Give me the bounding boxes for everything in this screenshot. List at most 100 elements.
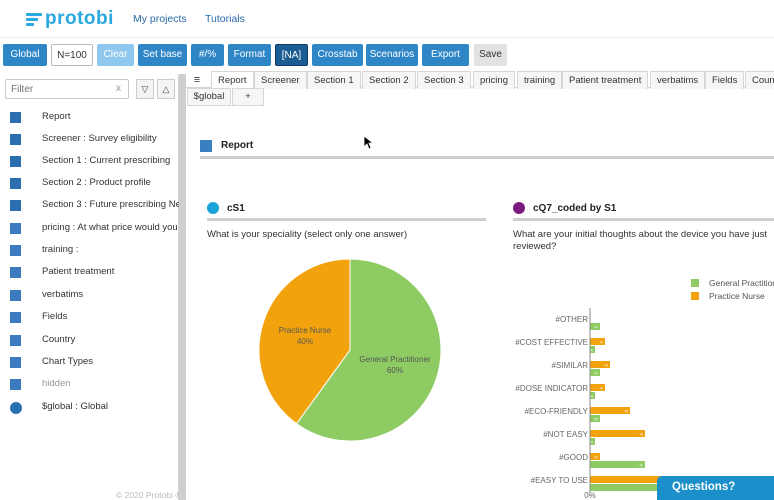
bar-general-practitioner[interactable] — [590, 415, 600, 422]
panel-1-title: cS1 — [227, 203, 245, 214]
clear-button[interactable]: Clear — [97, 44, 134, 66]
tab-bar: ≡ Report Screener Section 1 Section 2 Se… — [186, 70, 774, 89]
tab-section-2[interactable]: Section 2 — [362, 71, 416, 89]
tab-fields[interactable]: Fields — [705, 71, 745, 89]
logo-bars-icon — [26, 12, 42, 26]
scenarios-button[interactable]: Scenarios — [366, 44, 418, 66]
bar-value-label: % — [604, 363, 608, 368]
report-square-icon — [200, 140, 212, 152]
sidebar-item-label: Section 2 : Product profile — [42, 177, 151, 188]
bar-general-practitioner[interactable] — [590, 392, 595, 399]
section-square-icon — [10, 290, 21, 301]
sidebar-item-label: pricing : At what price would you — [42, 222, 178, 233]
panel-1-dot-icon — [207, 202, 219, 214]
na-button[interactable]: [NA] — [275, 44, 308, 66]
filter-input[interactable] — [6, 80, 106, 98]
export-button[interactable]: Export — [422, 44, 469, 66]
x-tick-label: 0% — [584, 491, 596, 500]
tab-patient-treatment[interactable]: Patient treatment — [562, 71, 649, 89]
sidebar-item-verbatims[interactable]: verbatims — [0, 287, 179, 305]
format-button[interactable]: Format — [228, 44, 271, 66]
bar-value-label: % — [589, 348, 593, 353]
section-square-icon — [10, 357, 21, 368]
sidebar-item-section-2[interactable]: Section 2 : Product profile — [0, 175, 179, 193]
bar-value-label: % — [594, 325, 598, 330]
pie-label: Practice Nurse — [279, 326, 332, 335]
section-square-icon — [10, 312, 21, 323]
sidebar-splitter[interactable] — [179, 74, 186, 500]
bar-practice-nurse[interactable] — [590, 407, 630, 414]
sidebar-item-screener[interactable]: Screener : Survey eligibility — [0, 131, 179, 149]
sidebar-item-patient-treatment[interactable]: Patient treatment — [0, 264, 179, 282]
sidebar-item-label: $global : Global — [42, 401, 109, 412]
tab-screener[interactable]: Screener — [254, 71, 307, 89]
bar-general-practitioner[interactable] — [590, 346, 595, 353]
top-navbar: protobi My projects Tutorials — [0, 0, 774, 38]
tab-training[interactable]: training — [517, 71, 563, 89]
bar-practice-nurse[interactable] — [590, 384, 605, 391]
bar-general-practitioner[interactable] — [590, 461, 645, 468]
tab-global[interactable]: $global — [187, 88, 231, 106]
sort-up-button[interactable]: △ — [157, 79, 175, 99]
tab-section-1[interactable]: Section 1 — [307, 71, 361, 89]
legend-swatch-general-practitioner — [691, 279, 699, 287]
crosstab-button[interactable]: Crosstab — [312, 44, 363, 66]
bar-general-practitioner[interactable] — [590, 369, 600, 376]
report-divider — [200, 156, 774, 159]
bar-general-practitioner[interactable] — [590, 484, 680, 491]
bar-practice-nurse[interactable] — [590, 361, 610, 368]
sidebar-item-fields[interactable]: Fields — [0, 309, 179, 327]
bar-value-label: % — [639, 432, 643, 437]
sidebar-item-section-3[interactable]: Section 3 : Future prescribing Ne — [0, 197, 179, 215]
sidebar-item-label: training : — [42, 244, 79, 255]
sidebar-item-chart-types[interactable]: Chart Types — [0, 354, 179, 372]
sidebar-item-label: Section 1 : Current prescribing — [42, 155, 171, 166]
sidebar-item-training[interactable]: training : — [0, 242, 179, 260]
tab-report[interactable]: Report — [211, 71, 254, 89]
mouse-cursor-icon — [364, 136, 374, 150]
section-square-icon — [10, 112, 21, 123]
tab-verbatims[interactable]: verbatims — [650, 71, 706, 89]
global-button[interactable]: Global — [3, 44, 47, 66]
bar-general-practitioner[interactable] — [590, 438, 595, 445]
global-circle-icon — [10, 402, 22, 414]
panel-1-divider — [207, 218, 486, 221]
pie-slice-general-practitioner[interactable] — [295, 258, 442, 442]
sidebar-item-pricing[interactable]: pricing : At what price would you — [0, 220, 179, 238]
sidebar-item-report[interactable]: Report — [0, 109, 179, 127]
category-label: #ECO-FRIENDLY — [525, 407, 589, 416]
filter-clear-icon[interactable]: x — [116, 83, 121, 94]
sidebar-item-country[interactable]: Country — [0, 332, 179, 350]
save-button[interactable]: Save — [474, 44, 507, 66]
section-square-icon — [10, 245, 21, 256]
toolbar: Global N=100 Clear Set base #/% Format [… — [0, 42, 774, 68]
nav-link-tutorials[interactable]: Tutorials — [205, 13, 245, 25]
filter-field[interactable]: x — [5, 79, 129, 99]
bar-chart: #OTHER%#COST EFFECTIVE %%#SIMILAR %%#DOSE … — [515, 308, 690, 500]
pie-chart: General Practitioner 60% Practice Nurse 40% — [258, 258, 442, 442]
bar-practice-nurse[interactable] — [590, 476, 690, 483]
bar-practice-nurse[interactable] — [590, 430, 645, 437]
nav-link-my-projects[interactable]: My projects — [133, 13, 187, 25]
sidebar-item-global[interactable]: $global : Global — [0, 399, 179, 417]
sidebar-item-label: Screener : Survey eligibility — [42, 133, 157, 144]
bar-practice-nurse[interactable] — [590, 338, 605, 345]
number-percent-button[interactable]: #/% — [191, 44, 224, 66]
section-square-icon — [10, 200, 21, 211]
tab-pricing[interactable]: pricing — [473, 71, 515, 89]
set-base-button[interactable]: Set base — [138, 44, 187, 66]
n-count-button[interactable]: N=100 — [51, 44, 93, 66]
sidebar-item-section-1[interactable]: Section 1 : Current prescribing — [0, 153, 179, 171]
legend-label-general-practitioner: General Practition — [709, 278, 774, 288]
pie-slice-practice-nurse[interactable] — [258, 258, 351, 425]
sort-down-button[interactable]: ▽ — [136, 79, 154, 99]
add-tab-button[interactable]: + — [232, 88, 264, 106]
sidebar-item-hidden[interactable]: hidden — [0, 376, 179, 394]
bar-general-practitioner[interactable] — [590, 323, 600, 330]
tab-section-3[interactable]: Section 3 — [417, 71, 471, 89]
questions-button[interactable]: Questions? — [657, 476, 774, 500]
protobi-logo[interactable]: protobi — [26, 8, 114, 29]
hamburger-menu-icon[interactable]: ≡ — [193, 74, 201, 86]
tab-country[interactable]: Coun — [745, 71, 774, 89]
bar-practice-nurse[interactable] — [590, 453, 600, 460]
